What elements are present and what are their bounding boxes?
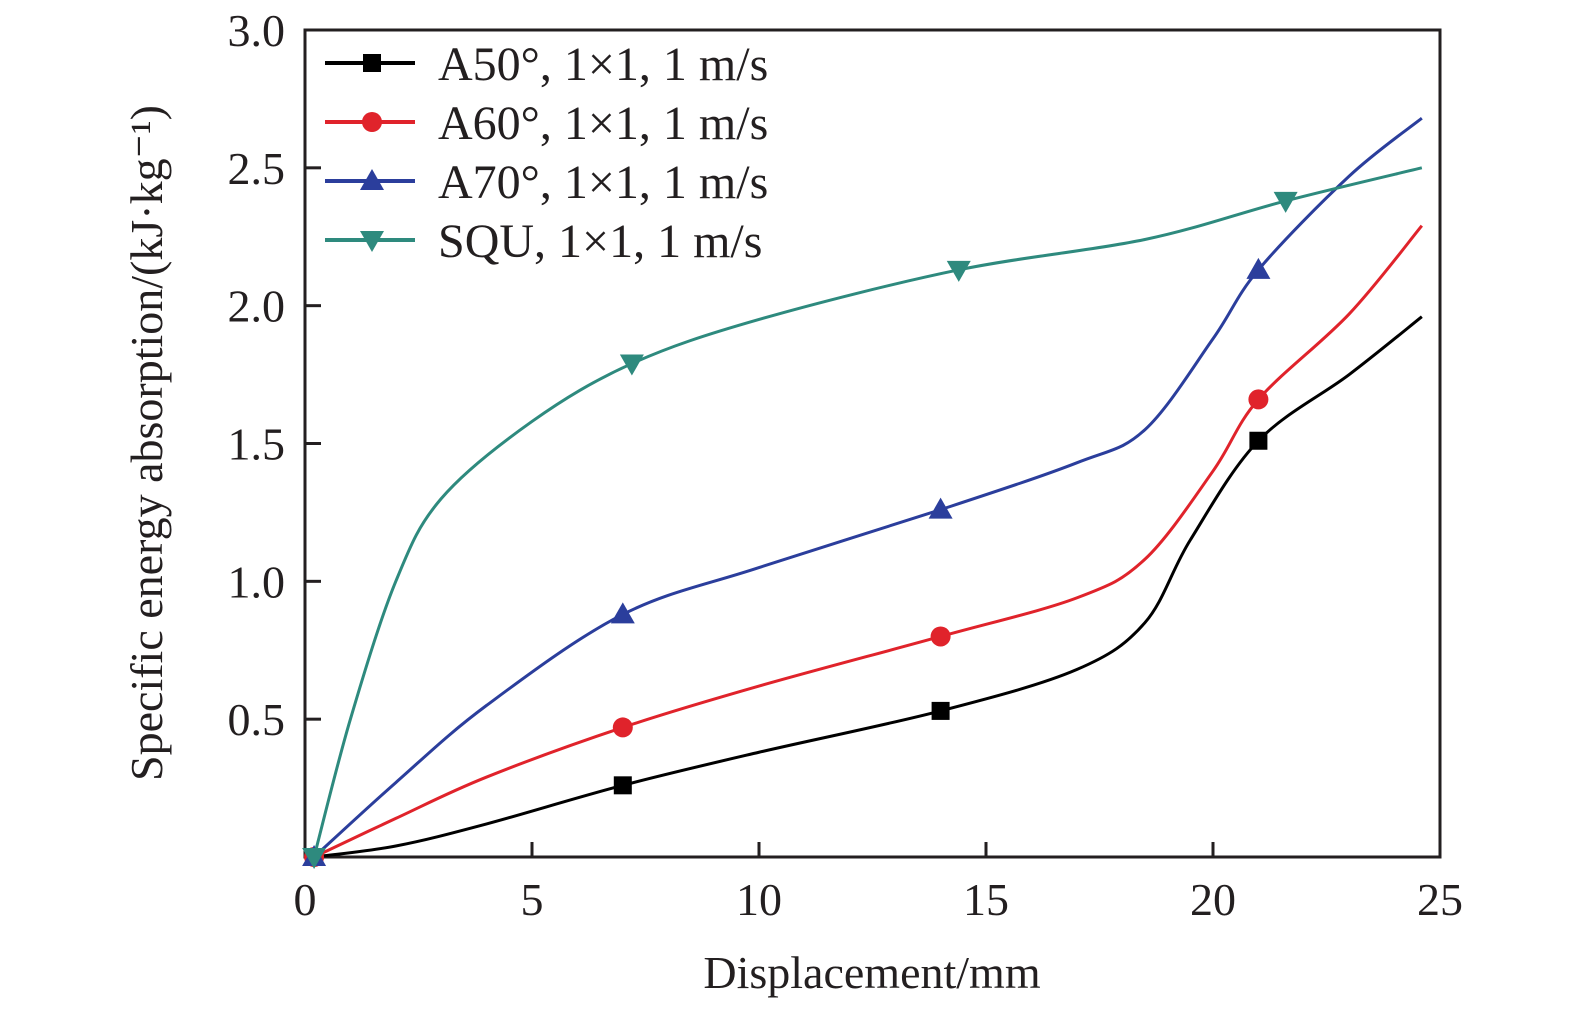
legend-item: A70°, 1×1, 1 m/s	[325, 156, 768, 209]
series-3	[302, 166, 1423, 869]
x-tick-label: 0	[294, 874, 317, 925]
series-line	[313, 224, 1423, 859]
triangle-down-marker	[302, 848, 327, 869]
plot-frame	[303, 28, 1442, 859]
y-tick-label: 3.0	[228, 5, 286, 56]
square-marker	[1249, 431, 1268, 450]
y-tick-label: 2.5	[228, 143, 286, 194]
square-marker	[613, 776, 632, 795]
square-marker	[931, 701, 950, 720]
y-tick-label: 0.5	[228, 694, 286, 745]
y-tick-label: 1.5	[228, 419, 286, 470]
legend-item: SQU, 1×1, 1 m/s	[325, 215, 762, 268]
triangle-up-marker	[1246, 257, 1271, 279]
y-tick-label: 1.0	[228, 556, 286, 607]
series-layer	[302, 117, 1423, 869]
legend-item: A60°, 1×1, 1 m/s	[325, 97, 768, 150]
circle-marker	[1248, 389, 1269, 410]
circle-marker	[930, 626, 951, 647]
x-tick-label: 25	[1417, 874, 1463, 925]
legend-label: A50°, 1×1, 1 m/s	[438, 38, 768, 91]
triangle-down-marker	[946, 260, 971, 282]
triangle-up-marker	[360, 169, 384, 190]
x-tick-label: 15	[963, 874, 1009, 925]
x-tick-label: 5	[521, 874, 544, 925]
triangle-up-marker	[610, 602, 635, 624]
series-line	[312, 166, 1423, 858]
x-axis-label: Displacement/mm	[703, 947, 1040, 998]
legend-label: SQU, 1×1, 1 m/s	[438, 215, 762, 268]
y-tick-label: 2.0	[228, 281, 286, 332]
series-2	[302, 117, 1423, 866]
circle-marker	[362, 112, 382, 132]
square-marker	[363, 54, 381, 72]
axes: 0 5 10 15 20 25 0.5 1.0 1.5 2.0 2.5 3.0	[228, 5, 1464, 925]
legend-label: A60°, 1×1, 1 m/s	[438, 97, 768, 150]
triangle-down-marker	[360, 231, 384, 252]
legend-item: A50°, 1×1, 1 m/s	[325, 38, 768, 91]
triangle-down-marker	[619, 354, 644, 376]
series-1	[304, 224, 1423, 867]
x-tick-label: 20	[1190, 874, 1236, 925]
y-axis-label: Specific energy absorption/(kJ·kg⁻¹)	[121, 105, 172, 781]
triangle-up-marker	[928, 497, 953, 519]
x-tick-label: 10	[736, 874, 782, 925]
triangle-down-marker	[1273, 191, 1298, 213]
circle-marker	[612, 717, 633, 738]
legend-label: A70°, 1×1, 1 m/s	[438, 156, 768, 209]
legend: A50°, 1×1, 1 m/s A60°, 1×1, 1 m/s A70°, 1×…	[325, 38, 768, 268]
